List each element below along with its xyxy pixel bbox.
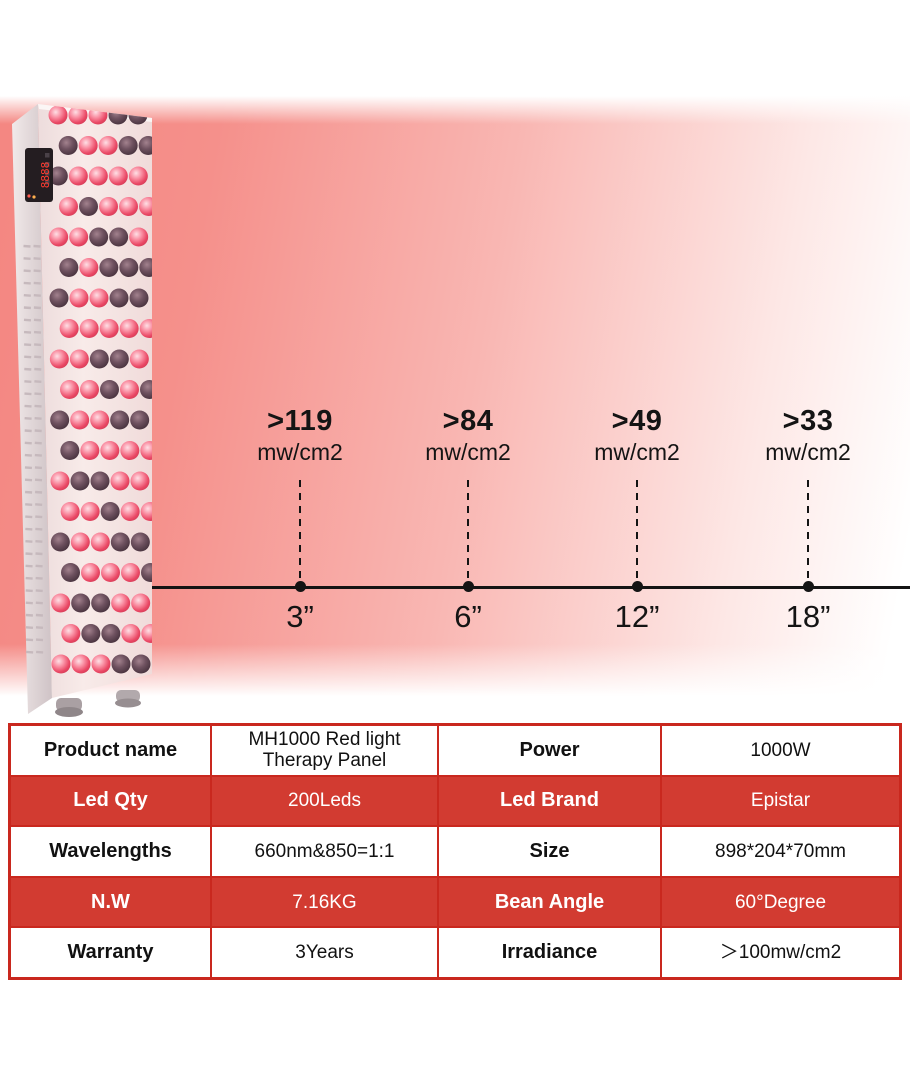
spec-label: Irradiance: [437, 928, 660, 977]
spec-label: Size: [437, 827, 660, 876]
spec-value: ＞100mw/cm2: [660, 928, 899, 977]
spec-value: MH1000 Red light Therapy Panel: [210, 726, 437, 775]
axis-dot: [462, 581, 474, 592]
dashed-stem: [466, 480, 470, 580]
spec-value: 660nm&850=1:1: [210, 827, 437, 876]
distance-label: 3”: [286, 599, 314, 634]
axis-dot: [631, 581, 643, 592]
table-row: Wavelengths 660nm&850=1:1 Size 898*204*7…: [11, 825, 899, 876]
axis-dot: [802, 581, 814, 592]
measurement-6in: >84 mw/cm2 6”: [393, 404, 543, 634]
spec-table: Product name MH1000 Red light Therapy Pa…: [8, 723, 902, 980]
spec-label: Bean Angle: [437, 877, 660, 927]
spec-label: Led Qty: [73, 789, 148, 812]
table-row: Led Qty 200Leds Led Brand Epistar: [11, 774, 899, 826]
distance-label: 12”: [614, 599, 660, 634]
spec-label: Product name: [43, 738, 178, 761]
measurement-3in: >119 mw/cm2 3”: [225, 404, 375, 634]
distance-axis: [146, 586, 910, 589]
table-row: Product name MH1000 Red light Therapy Pa…: [11, 726, 899, 775]
irradiance-value: >84: [442, 405, 494, 437]
spec-value: Epistar: [660, 776, 899, 826]
spec-label: Warranty: [67, 941, 154, 964]
dashed-stem: [298, 480, 302, 580]
irradiance-value: >119: [267, 405, 333, 437]
irradiance-unit: mw/cm2: [594, 439, 680, 465]
table-row: N.W 7.16KG Bean Angle 60°Degree: [11, 875, 899, 927]
spec-value: 3Years: [210, 928, 437, 977]
distance-label: 6”: [454, 599, 482, 634]
measurement-12in: >49 mw/cm2 12”: [562, 404, 712, 634]
axis-dot: [294, 581, 306, 592]
irradiance-unit: mw/cm2: [765, 439, 851, 465]
dashed-stem: [635, 480, 639, 580]
spec-value: 200Leds: [210, 776, 437, 826]
irradiance-unit: mw/cm2: [257, 439, 343, 465]
distance-label: 18”: [785, 599, 831, 634]
spec-label: Power: [437, 726, 660, 775]
spec-value: 898*204*70mm: [660, 827, 899, 876]
spec-label: Wavelengths: [49, 839, 172, 862]
irradiance-unit: mw/cm2: [425, 439, 511, 465]
measurement-18in: >33 mw/cm2 18”: [733, 404, 883, 634]
table-row: Warranty 3Years Irradiance ＞100mw/cm2: [11, 926, 899, 977]
irradiance-value: >49: [611, 405, 663, 437]
dashed-stem: [806, 480, 810, 580]
spec-label: Led Brand: [437, 776, 660, 826]
spec-value: 1000W: [660, 726, 899, 775]
spec-value: 7.16KG: [210, 877, 437, 927]
spec-label: N.W: [91, 890, 130, 913]
irradiance-value: >33: [782, 405, 834, 437]
spec-value: 60°Degree: [660, 877, 899, 927]
